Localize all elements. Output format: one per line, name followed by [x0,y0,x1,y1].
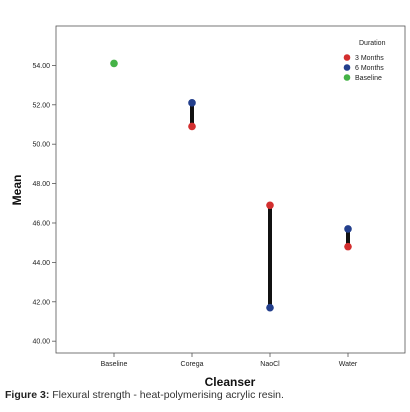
point-6-months-corega [188,99,196,107]
figure-caption: Figure 3: Flexural strength - heat-polym… [5,389,405,401]
legend-label-3-months: 3 Months [355,55,384,62]
point-baseline-baseline [110,59,118,68]
y-tick-label-5: 50.00 [32,142,50,149]
point-6-months-naocl [266,303,274,312]
y-tick-label-4: 48.00 [32,181,50,188]
caption-label: Figure 3: [5,389,50,401]
point-3-months-water [344,242,352,251]
legend-marker-3-months [343,54,351,61]
x-tick-label-1: Corega [181,361,204,368]
legend: Duration 3 Months 6 Months Baseline [343,40,386,82]
legend-marker-6-months [343,64,351,71]
y-tick-label-1: 42.00 [32,299,50,306]
y-tick-label-7: 54.00 [32,63,50,70]
caption-text: Flexural strength - heat-polymerising ac… [49,389,284,401]
legend-title: Duration [359,40,386,47]
y-axis: 40.00 42.00 44.00 46.00 48.00 50.00 52.00 54.00 [32,63,56,346]
point-3-months-naocl [266,201,274,210]
x-axis-title: Cleanser [205,375,256,389]
y-tick-label-3: 46.00 [32,220,50,227]
data-points [110,59,352,312]
legend-label-baseline: Baseline [355,75,382,82]
y-tick-label-2: 44.00 [32,260,50,267]
legend-marker-baseline [343,74,351,81]
y-tick-label-0: 40.00 [32,339,50,346]
x-tick-label-0: Baseline [101,361,128,368]
y-tick-label-6: 52.00 [32,102,50,109]
y-axis-title: Mean [10,175,24,206]
legend-label-6-months: 6 Months [355,65,384,72]
x-tick-label-2: NaoCl [260,361,280,368]
point-3-months-corega [188,122,196,131]
x-tick-label-3: Water [339,361,358,368]
plot-frame [55,25,406,354]
point-6-months-water [344,225,352,233]
x-axis: Baseline Corega NaoCl Water [101,353,358,368]
